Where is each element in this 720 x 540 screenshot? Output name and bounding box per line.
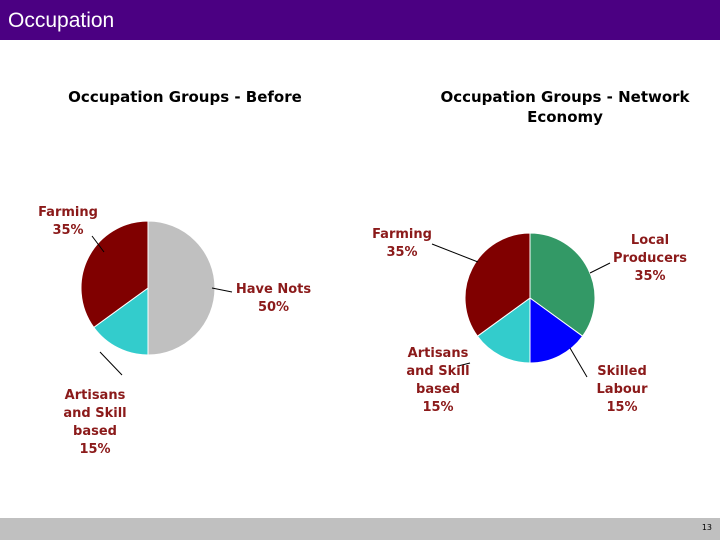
- leader-line: [91, 235, 105, 253]
- slice-label-text: Local Producers: [612, 233, 688, 266]
- page-number: 13: [701, 523, 712, 532]
- slide-header: Occupation: [0, 0, 720, 40]
- slide-footer: 13: [0, 518, 720, 540]
- leader-line: [569, 347, 588, 378]
- slice-label-text: Artisans and Skill based: [406, 346, 470, 397]
- pie-slice-farming: [80, 220, 149, 329]
- leader-lines: [91, 235, 611, 378]
- pie-chart-network: [464, 232, 596, 364]
- pie-slice-skilled-labour: [529, 297, 584, 364]
- pie-slice-artisans-and-skill-based: [476, 297, 531, 364]
- pie-slice-artisans-and-skill-based: [93, 287, 149, 356]
- leader-line: [99, 351, 123, 376]
- slice-label-artisans-network: Artisans and Skill based 15%: [393, 345, 483, 417]
- slice-label-value: 35%: [634, 269, 666, 284]
- chart-title-network: Occupation Groups - Network Economy: [440, 88, 690, 126]
- slice-label-farming-network: Farming 35%: [362, 226, 442, 262]
- pie-slice-local-producers: [529, 232, 596, 337]
- slice-label-local-producers: Local Producers 35%: [608, 232, 692, 286]
- slice-label-have-nots: Have Nots 50%: [226, 281, 321, 317]
- slice-label-value: 35%: [52, 223, 84, 238]
- slice-label-skilled-labour: Skilled Labour 15%: [582, 363, 662, 417]
- leader-line: [211, 287, 233, 293]
- slice-label-farming-before: Farming 35%: [28, 204, 108, 240]
- slice-label-text: Farming: [38, 205, 98, 220]
- slice-label-text: Skilled Labour: [596, 364, 648, 397]
- slice-label-value: 50%: [257, 300, 290, 315]
- leader-line: [431, 243, 479, 263]
- leader-line: [457, 362, 471, 367]
- slice-label-text: Artisans and Skill based: [63, 388, 127, 439]
- slice-label-value: 15%: [422, 400, 454, 415]
- leader-line: [589, 262, 611, 274]
- chart-title-before: Occupation Groups - Before: [68, 88, 302, 106]
- pie-chart-before: [80, 220, 216, 356]
- slice-label-value: 15%: [606, 400, 638, 415]
- slice-label-value: 15%: [79, 442, 111, 457]
- slice-label-text: Farming: [372, 227, 432, 242]
- slice-label-text: Have Nots: [235, 282, 312, 297]
- slice-label-artisans-before: Artisans and Skill based 15%: [50, 387, 140, 459]
- slide-title: Occupation: [8, 9, 115, 32]
- slice-label-value: 35%: [386, 245, 418, 260]
- pie-slice-have-nots: [147, 220, 216, 356]
- pie-slice-farming: [464, 232, 531, 337]
